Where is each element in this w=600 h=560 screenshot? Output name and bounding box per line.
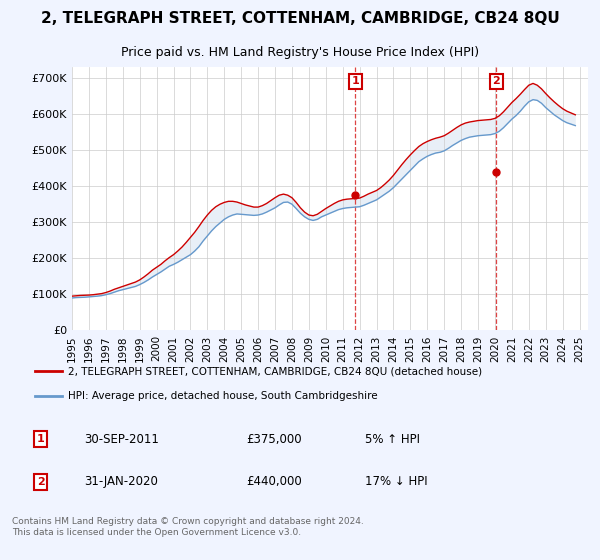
Text: 17% ↓ HPI: 17% ↓ HPI xyxy=(365,475,427,488)
Text: 1: 1 xyxy=(37,434,44,444)
Text: 2: 2 xyxy=(37,477,44,487)
Text: 30-SEP-2011: 30-SEP-2011 xyxy=(84,432,159,446)
Text: 2: 2 xyxy=(493,76,500,86)
Text: HPI: Average price, detached house, South Cambridgeshire: HPI: Average price, detached house, Sout… xyxy=(68,391,377,401)
Text: 2, TELEGRAPH STREET, COTTENHAM, CAMBRIDGE, CB24 8QU (detached house): 2, TELEGRAPH STREET, COTTENHAM, CAMBRIDG… xyxy=(68,366,482,376)
Text: 31-JAN-2020: 31-JAN-2020 xyxy=(84,475,158,488)
Text: Contains HM Land Registry data © Crown copyright and database right 2024.
This d: Contains HM Land Registry data © Crown c… xyxy=(12,517,364,537)
Text: £375,000: £375,000 xyxy=(246,432,302,446)
Text: 5% ↑ HPI: 5% ↑ HPI xyxy=(365,432,420,446)
Text: £440,000: £440,000 xyxy=(246,475,302,488)
Text: 2, TELEGRAPH STREET, COTTENHAM, CAMBRIDGE, CB24 8QU: 2, TELEGRAPH STREET, COTTENHAM, CAMBRIDG… xyxy=(41,11,559,26)
Text: 1: 1 xyxy=(352,76,359,86)
Text: Price paid vs. HM Land Registry's House Price Index (HPI): Price paid vs. HM Land Registry's House … xyxy=(121,46,479,59)
